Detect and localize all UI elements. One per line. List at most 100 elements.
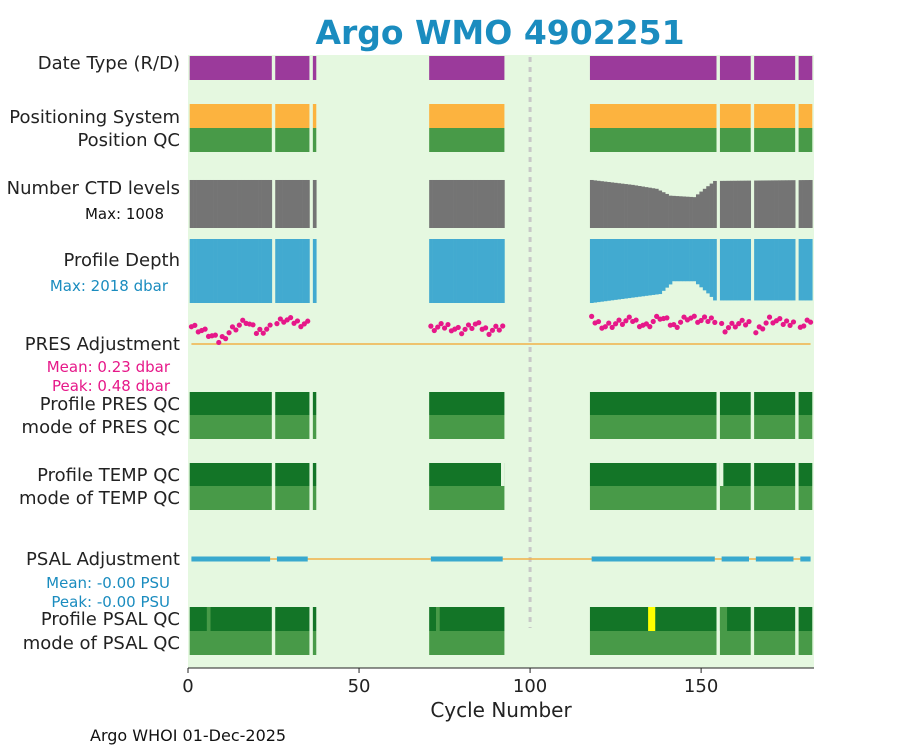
pres-adjustment-point xyxy=(677,319,684,325)
profile-depth-bar xyxy=(781,239,786,301)
pres-adjustment-point xyxy=(462,326,468,332)
pres-adjustment-point xyxy=(647,324,653,330)
mode-temp-qc-bar xyxy=(275,486,310,510)
ctd-levels-bar xyxy=(210,179,214,228)
profile-depth-bar xyxy=(210,239,214,303)
mode-pres-qc-bar xyxy=(429,415,505,439)
profile-depth-bar xyxy=(446,239,450,303)
profile-depth-bar xyxy=(791,239,796,301)
ctd-levels-bar xyxy=(254,179,259,228)
profile-depth-bar xyxy=(685,239,690,282)
x-tick-label: 150 xyxy=(684,676,718,697)
ctd-levels-bar xyxy=(456,179,461,228)
ctd-levels-bar xyxy=(466,179,471,228)
data-layers xyxy=(188,56,814,655)
profile-depth-bar xyxy=(603,239,608,302)
ctd-levels-bar xyxy=(459,179,464,228)
profile-depth-bar xyxy=(487,239,492,303)
pres-adjustment-point xyxy=(606,320,612,326)
profile-depth-bar xyxy=(723,239,728,301)
ctd-levels-bar xyxy=(306,179,310,228)
profile-depth-bar xyxy=(285,239,290,303)
chart-title: Argo WMO 4902251 xyxy=(315,13,684,52)
pres-adjustment-point xyxy=(431,327,437,334)
profile-depth-bar xyxy=(497,239,502,303)
profile-depth-bar xyxy=(726,239,731,301)
pres-adjustment-point xyxy=(746,318,752,325)
label-profile-pres-qc: Profile PRES QC xyxy=(40,394,180,415)
pres-adjustment-point xyxy=(664,315,670,321)
ctd-levels-bar xyxy=(244,179,249,228)
profile-depth-bar xyxy=(675,239,680,282)
ctd-levels-bar xyxy=(213,179,218,228)
pres-adjustment-point xyxy=(619,321,626,328)
pres-adjustment-point xyxy=(650,318,656,325)
profile-depth-bar xyxy=(637,239,642,297)
pres-adjustment-point xyxy=(250,322,256,328)
ctd-levels-bar xyxy=(295,179,300,228)
pres-adjustment-point xyxy=(780,321,786,328)
pres-adjustment-point xyxy=(267,322,273,328)
psal-qc-exception xyxy=(723,607,728,631)
psal-qc-exception xyxy=(651,607,656,631)
temp-qc-missing xyxy=(501,463,505,486)
ctd-levels-bar xyxy=(672,195,676,228)
profile-depth-bar xyxy=(610,239,615,301)
ctd-levels-bar xyxy=(627,184,632,228)
mode-psal-qc-bar xyxy=(719,631,751,655)
pres-adjustment-point xyxy=(294,318,301,324)
ctd-levels-bar xyxy=(805,180,810,228)
ctd-levels-bar xyxy=(654,188,659,228)
pres-adjustment-point xyxy=(616,317,622,323)
profile-depth-bar xyxy=(764,239,769,301)
profile-depth-bar xyxy=(261,239,266,303)
pres-adjustment-point xyxy=(763,320,769,326)
profile-depth-bar xyxy=(241,239,245,303)
profile-depth-bar xyxy=(282,239,286,303)
profile-depth-bar xyxy=(743,239,748,301)
ctd-levels-bar xyxy=(453,179,457,228)
profile-depth-bar xyxy=(483,239,488,303)
ctd-levels-bar xyxy=(699,191,704,228)
pres-adjustment-point xyxy=(787,322,793,328)
profile-depth-bar xyxy=(617,239,622,300)
mode-psal-qc-bar xyxy=(798,631,813,655)
profile-depth-bar xyxy=(668,239,673,285)
mode-pres-qc-bar xyxy=(719,415,751,439)
positioning-bar xyxy=(798,104,813,128)
pres-adjustment-point xyxy=(438,321,444,327)
ctd-levels-bar xyxy=(685,196,690,228)
ctd-levels-bar xyxy=(675,196,680,228)
pres-adjustment-point xyxy=(192,322,198,328)
ctd-levels-bar xyxy=(203,179,208,228)
label-ctd-max: Max: 1008 xyxy=(85,205,164,223)
profile-depth-bar xyxy=(651,239,656,295)
profile-depth-bar xyxy=(798,239,803,301)
pres-adjustment-point xyxy=(226,330,232,336)
mode-psal-qc-bar xyxy=(312,631,317,655)
profile-depth-bar xyxy=(784,239,789,301)
mode-temp-qc-bar xyxy=(798,486,813,510)
pres-adjustment-point xyxy=(698,317,704,324)
data-type-bar xyxy=(429,56,505,80)
profile-depth-bar xyxy=(436,239,440,303)
profile-depth-bar xyxy=(442,239,447,303)
data-type-bar xyxy=(275,56,310,80)
ctd-levels-bar xyxy=(788,180,793,228)
ctd-levels-bar xyxy=(589,179,594,228)
pres-adjustment-point xyxy=(435,324,441,330)
pres-adjustment-point xyxy=(623,318,629,324)
ctd-levels-bar xyxy=(668,195,673,228)
ctd-levels-bar xyxy=(798,180,803,228)
ctd-levels-bar xyxy=(442,179,447,228)
ctd-levels-bar xyxy=(754,180,758,228)
ctd-levels-bar xyxy=(199,179,204,228)
pres-adjustment-point xyxy=(500,323,506,329)
psal-qc-exception xyxy=(436,607,440,631)
profile-depth-bar xyxy=(596,239,601,303)
ctd-levels-bar xyxy=(764,180,769,228)
psal-qc-exception xyxy=(719,607,724,631)
pres-adjustment-point xyxy=(807,319,814,325)
ctd-levels-bar xyxy=(644,187,649,228)
pres-adjustment-point xyxy=(722,329,728,335)
